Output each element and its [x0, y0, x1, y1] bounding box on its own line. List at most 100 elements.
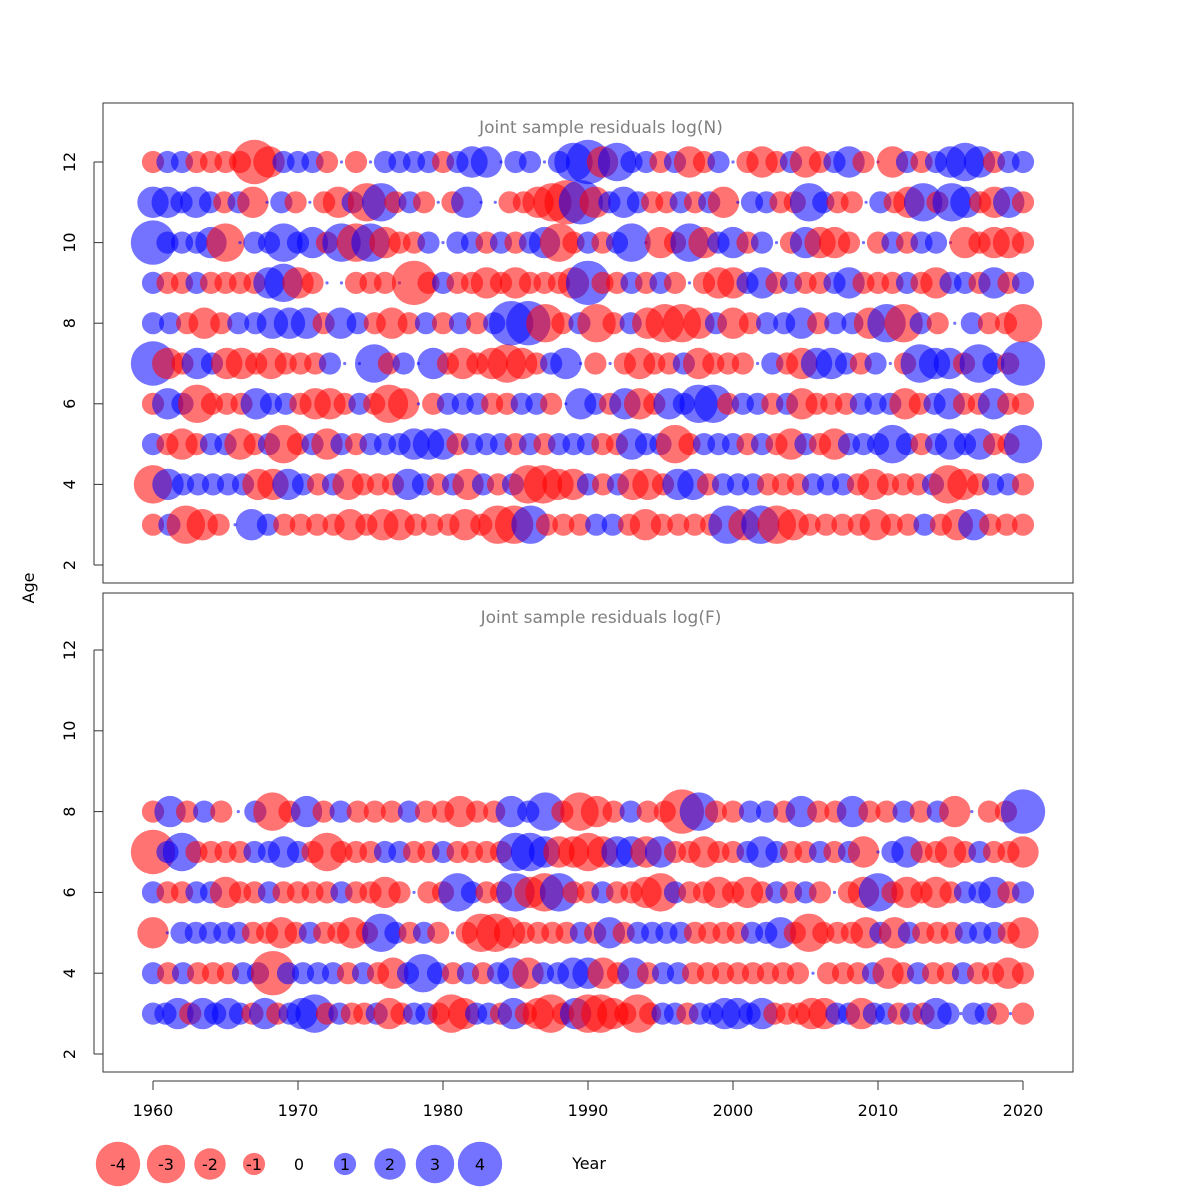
residual-bubble [420, 513, 444, 536]
residual-bubble [368, 160, 373, 164]
residual-bubble [721, 800, 745, 823]
bubble-layer [130, 789, 1046, 1033]
residual-bubble [339, 160, 344, 164]
residual-bubble [273, 513, 296, 536]
residual-bubble [601, 513, 624, 536]
x-tick-label: 2010 [858, 1101, 899, 1120]
y-tick-label: 4 [60, 968, 79, 978]
residual-bubble [584, 352, 607, 375]
residual-bubble [210, 312, 233, 335]
residual-bubble [493, 200, 497, 204]
residual-bubble [896, 513, 920, 536]
residual-bubble [736, 200, 740, 204]
residual-bubble [1011, 962, 1035, 985]
residual-bubble [977, 312, 1000, 335]
legend-bubble [242, 1152, 266, 1176]
residual-bubble [339, 281, 344, 285]
residual-bubble [937, 1002, 960, 1025]
x-axis: 1960 1970 1980 1990 2000 2010 2020 [133, 1080, 1044, 1120]
residual-bubble [568, 513, 591, 536]
residual-bubble [831, 513, 854, 536]
residual-bubble [387, 388, 420, 420]
residual-bubble [731, 352, 754, 375]
residual-bubble [526, 792, 565, 831]
residual-bubble [334, 509, 366, 541]
residual-bubble [987, 1002, 1010, 1025]
residual-bubble [470, 146, 503, 178]
residual-bubble [253, 792, 292, 831]
residual-bubble [939, 795, 971, 828]
residual-bubble [832, 890, 837, 895]
residual-bubble [1011, 473, 1035, 496]
x-tick-label: 2020 [1003, 1101, 1044, 1120]
residual-bubble [892, 800, 915, 823]
residual-bubble [449, 509, 481, 541]
residual-bubble [448, 312, 472, 335]
panel-frame [102, 102, 1074, 584]
residual-bubble [602, 800, 625, 823]
y-tick-label: 10 [60, 721, 79, 741]
residual-bubble [412, 890, 416, 895]
residual-bubble [412, 191, 436, 214]
residual-bubble [380, 800, 403, 823]
residual-bubble [130, 829, 176, 875]
residual-bubble [1011, 150, 1035, 174]
residual-bubble [518, 150, 542, 174]
residual-bubble [165, 931, 169, 935]
residual-bubble [392, 352, 415, 375]
legend-bubble [415, 1144, 455, 1184]
residual-bubble [154, 795, 186, 828]
residual-bubble [551, 312, 574, 335]
residual-bubble [1011, 271, 1035, 294]
y-tick-label: 12 [60, 152, 79, 172]
legend-label: -1 [246, 1155, 262, 1174]
residual-bubble [683, 513, 706, 536]
y-tick-label: 10 [60, 232, 79, 252]
residual-bubble [958, 509, 990, 541]
residual-bubble [840, 191, 863, 214]
residual-bubble [864, 200, 868, 204]
residual-bubble [466, 800, 489, 823]
residual-bubble [466, 312, 489, 335]
residual-bubble [284, 191, 307, 214]
residual-bubble [650, 513, 673, 536]
legend-label: -2 [202, 1155, 218, 1174]
residual-bubble [306, 513, 329, 536]
residual-bubble [861, 241, 866, 245]
residual-bubble [636, 800, 659, 823]
residual-bubble [511, 505, 550, 544]
residual-bubble [798, 513, 821, 536]
residual-bubble [188, 307, 220, 339]
residual-bubble [237, 186, 269, 218]
residual-bubble [585, 513, 608, 536]
y-tick-label: 8 [60, 318, 79, 328]
residual-bubble [308, 200, 312, 204]
residual-bubble [526, 303, 565, 343]
residual-bubble [193, 800, 216, 823]
residual-bubble [859, 509, 891, 541]
legend-label: 0 [294, 1155, 304, 1174]
residual-bubble [318, 352, 342, 375]
residual-bubble [858, 800, 881, 823]
residual-bubble [499, 160, 503, 164]
residual-bubble [995, 513, 1018, 536]
residual-bubble [960, 312, 983, 335]
residual-bubble [290, 795, 323, 828]
legend-label: -4 [110, 1155, 126, 1174]
residual-bubble [875, 800, 898, 823]
residual-bubble [750, 231, 774, 254]
residual-bubble [884, 303, 923, 343]
residual-bubble [602, 312, 625, 335]
residual-bubble [141, 513, 165, 536]
residual-bubble [431, 312, 455, 335]
residual-bubble [312, 800, 335, 823]
residual-bubble [565, 260, 611, 306]
residual-bubble [807, 312, 830, 335]
residual-bubble [414, 800, 438, 823]
legend-label: 1 [340, 1155, 350, 1174]
legend-bubble [95, 1141, 141, 1187]
residual-bubble [414, 312, 438, 335]
x-tick-label: 2000 [713, 1101, 754, 1120]
panel-title: Joint sample residuals log(F) [480, 608, 722, 628]
residual-bubble [731, 160, 735, 164]
